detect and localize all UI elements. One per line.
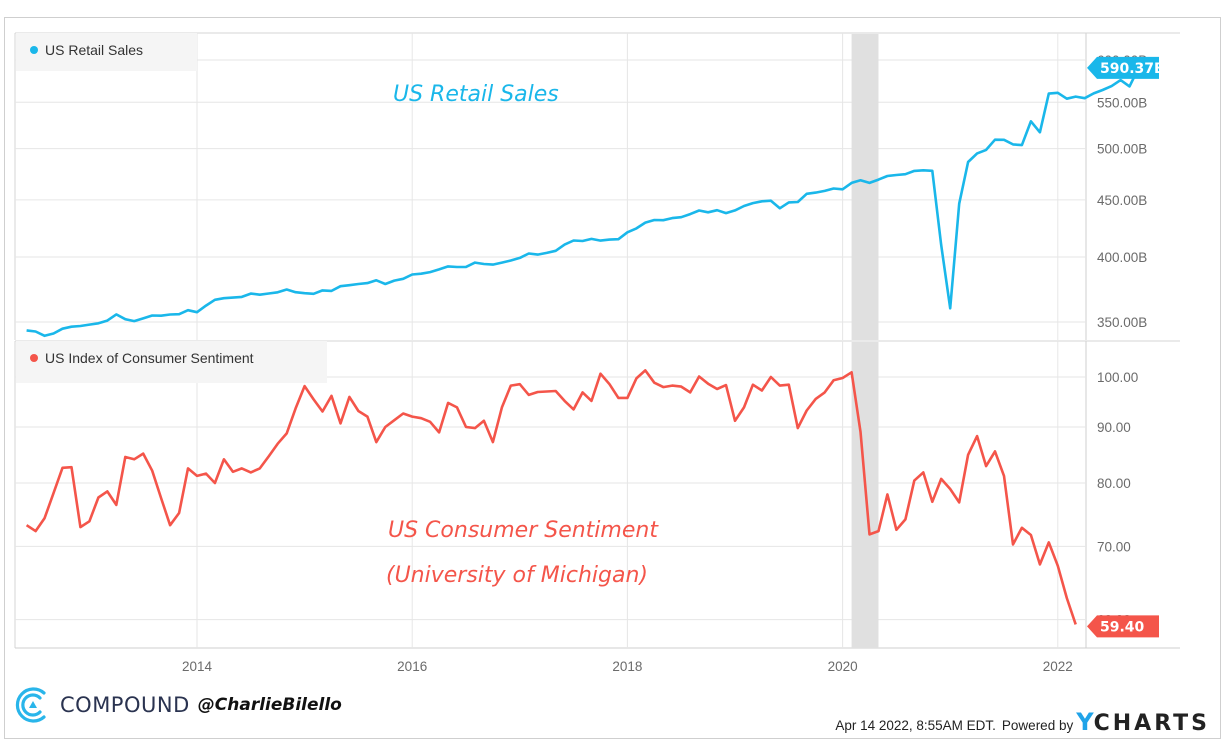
y-tick-label: 350.00B [1097, 315, 1147, 330]
y-tick-label: 100.00 [1097, 370, 1138, 385]
author-handle: @CharlieBilello [197, 695, 342, 715]
y-tick-label: 70.00 [1097, 539, 1131, 554]
x-tick-label: 2020 [828, 659, 858, 674]
y-tick-label: 450.00B [1097, 193, 1147, 208]
x-tick-label: 2018 [612, 659, 642, 674]
annotation-retail: US Retail Sales [393, 82, 559, 107]
y-tick-label: 500.00B [1097, 142, 1147, 157]
legend-marker-sentiment [30, 354, 38, 362]
compound-logo-icon [14, 686, 52, 724]
annotation-sentiment-line2: (University of Michigan) [386, 563, 648, 588]
last-value-badge-sentiment: 59.40 [1087, 615, 1159, 638]
last-value-retail: 590.37B [1100, 61, 1165, 77]
y-tick-label: 90.00 [1097, 420, 1131, 435]
y-axis-top: 350.00B400.00B450.00B500.00B550.00B600.0… [1097, 53, 1147, 330]
ycharts-logo-y: Y [1076, 708, 1094, 736]
ycharts-logo-text: CHARTS [1093, 711, 1210, 736]
legend-box-retail [16, 33, 197, 71]
brand-name: COMPOUND [60, 693, 190, 717]
legend-marker-retail [30, 46, 38, 54]
y-tick-label: 80.00 [1097, 476, 1131, 491]
last-value-sentiment: 59.40 [1100, 619, 1145, 635]
x-tick-label: 2014 [182, 659, 213, 674]
footer-attribution: Apr 14 2022, 8:55AM EDT. Powered by Y CH… [835, 708, 1210, 736]
legend-box-sentiment [16, 341, 327, 383]
footer-branding: COMPOUND @CharlieBilello [14, 686, 342, 724]
legend-label-retail: US Retail Sales [45, 42, 143, 58]
recession-shade-top [851, 34, 879, 340]
series-line-sentiment [25, 369, 1077, 625]
legend-label-sentiment: US Index of Consumer Sentiment [45, 350, 254, 366]
powered-by-label: Powered by [1001, 718, 1074, 733]
y-tick-label: 550.00B [1097, 95, 1147, 110]
timestamp: Apr 14 2022, 8:55AM EDT. [835, 718, 996, 733]
last-value-badge-retail: 590.37B [1087, 56, 1165, 79]
series-line-retail [26, 66, 1158, 338]
x-axis: 2014 2016 2018 2020 2022 [182, 659, 1073, 674]
x-tick-label: 2022 [1043, 659, 1073, 674]
x-tick-label: 2016 [397, 659, 427, 674]
y-tick-label: 400.00B [1097, 250, 1147, 265]
annotation-sentiment-line1: US Consumer Sentiment [388, 518, 659, 543]
grid [14, 32, 1180, 649]
